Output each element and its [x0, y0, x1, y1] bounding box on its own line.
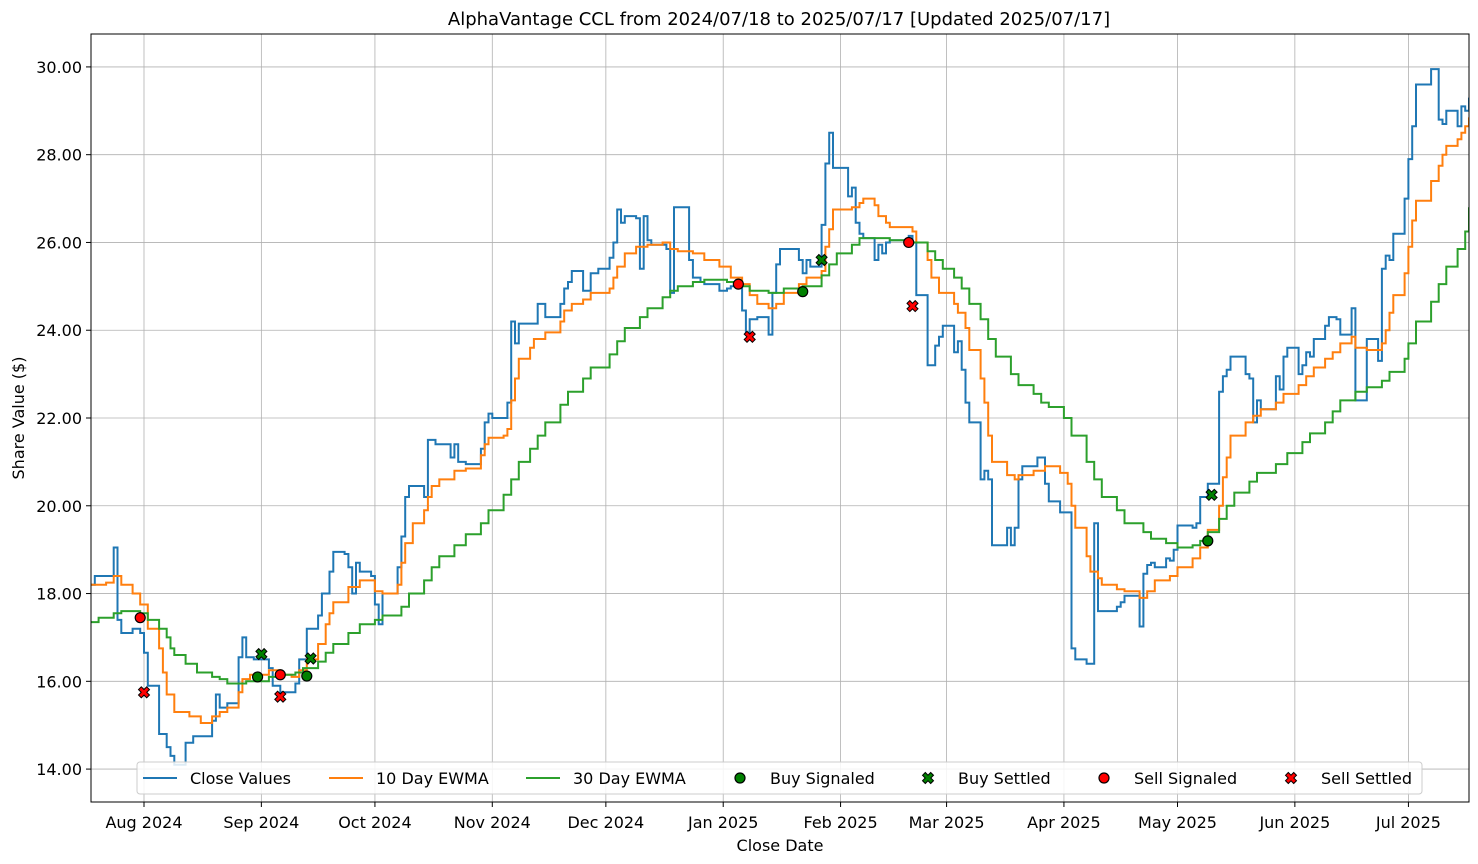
sell-settled-marker [743, 330, 756, 344]
y-tick-label: 24.00 [36, 321, 82, 340]
sell-signaled-marker [134, 612, 146, 624]
sell-signaled-marker [732, 278, 744, 290]
legend-swatch-buy-settled [921, 771, 935, 785]
legend-label-10-day-ewma: 10 Day EWMA [376, 769, 489, 788]
buy-signaled-marker [301, 670, 313, 682]
y-tick-label: 22.00 [36, 409, 82, 428]
legend-label-buy-signaled: Buy Signaled [770, 769, 875, 788]
x-tick-label: Dec 2024 [567, 813, 644, 832]
y-tick-label: 28.00 [36, 146, 82, 165]
sell-settled-marker [274, 690, 287, 703]
legend-label-30-day-ewma: 30 Day EWMA [573, 769, 686, 788]
x-tick-label: Mar 2025 [909, 813, 985, 832]
x-tick-label: Oct 2024 [338, 813, 411, 832]
legend-label-buy-settled: Buy Settled [958, 769, 1051, 788]
y-axis-label: Share Value ($) [9, 357, 28, 480]
sell-signaled-marker [274, 669, 286, 681]
x-tick-label: Sep 2024 [223, 813, 299, 832]
legend: Close Values 10 Day EWMA 30 Day EWMA Buy Si… [136, 761, 1423, 795]
axis-ticks: Aug 2024 Sep 2024 Oct 2024 Nov 2024 Dec 2024… [36, 58, 1441, 832]
y-tick-label: 30.00 [36, 58, 82, 77]
legend-label-sell-signaled: Sell Signaled [1134, 769, 1237, 788]
sell-settled-marker [906, 299, 919, 313]
sell-signaled-marker [903, 236, 915, 249]
x-tick-label: Jun 2025 [1258, 813, 1330, 832]
x-tick-label: Feb 2025 [804, 813, 878, 832]
chart-title: AlphaVantage CCL from 2024/07/18 to 2025… [448, 9, 1110, 30]
x-tick-label: Nov 2024 [454, 813, 531, 832]
legend-label-close-values: Close Values [190, 769, 291, 788]
buy-settled-marker [255, 647, 268, 661]
series-10-day-ewma [91, 117, 1469, 724]
buy-settled-marker [1205, 488, 1218, 502]
buy-settled-marker [815, 253, 828, 267]
y-tick-label: 20.00 [36, 497, 82, 516]
y-tick-label: 16.00 [36, 672, 82, 691]
marker-layer [134, 236, 1218, 703]
buy-signaled-marker [1202, 535, 1214, 547]
legend-swatch-sell-signaled [1098, 772, 1110, 784]
x-tick-label: May 2025 [1138, 813, 1217, 832]
plot-frame [90, 33, 1470, 803]
legend-box [136, 761, 1423, 795]
legend-swatch-buy-signaled [734, 772, 746, 784]
x-axis-label: Close Date [737, 836, 824, 855]
buy-signaled-marker [797, 286, 809, 298]
legend-label-sell-settled: Sell Settled [1321, 769, 1412, 788]
buy-signaled-marker [251, 671, 264, 683]
x-tick-label: Jan 2025 [687, 813, 758, 832]
x-tick-label: Aug 2024 [105, 813, 182, 832]
series-close-values [91, 68, 1469, 766]
y-tick-label: 18.00 [36, 585, 82, 604]
legend-swatch-sell-settled [1284, 771, 1298, 785]
x-tick-label: Jul 2025 [1375, 813, 1441, 832]
y-tick-label: 26.00 [36, 233, 82, 252]
sell-settled-marker [137, 686, 151, 699]
buy-settled-marker [304, 652, 317, 665]
x-tick-label: Apr 2025 [1027, 813, 1100, 832]
y-tick-label: 14.00 [36, 760, 82, 779]
